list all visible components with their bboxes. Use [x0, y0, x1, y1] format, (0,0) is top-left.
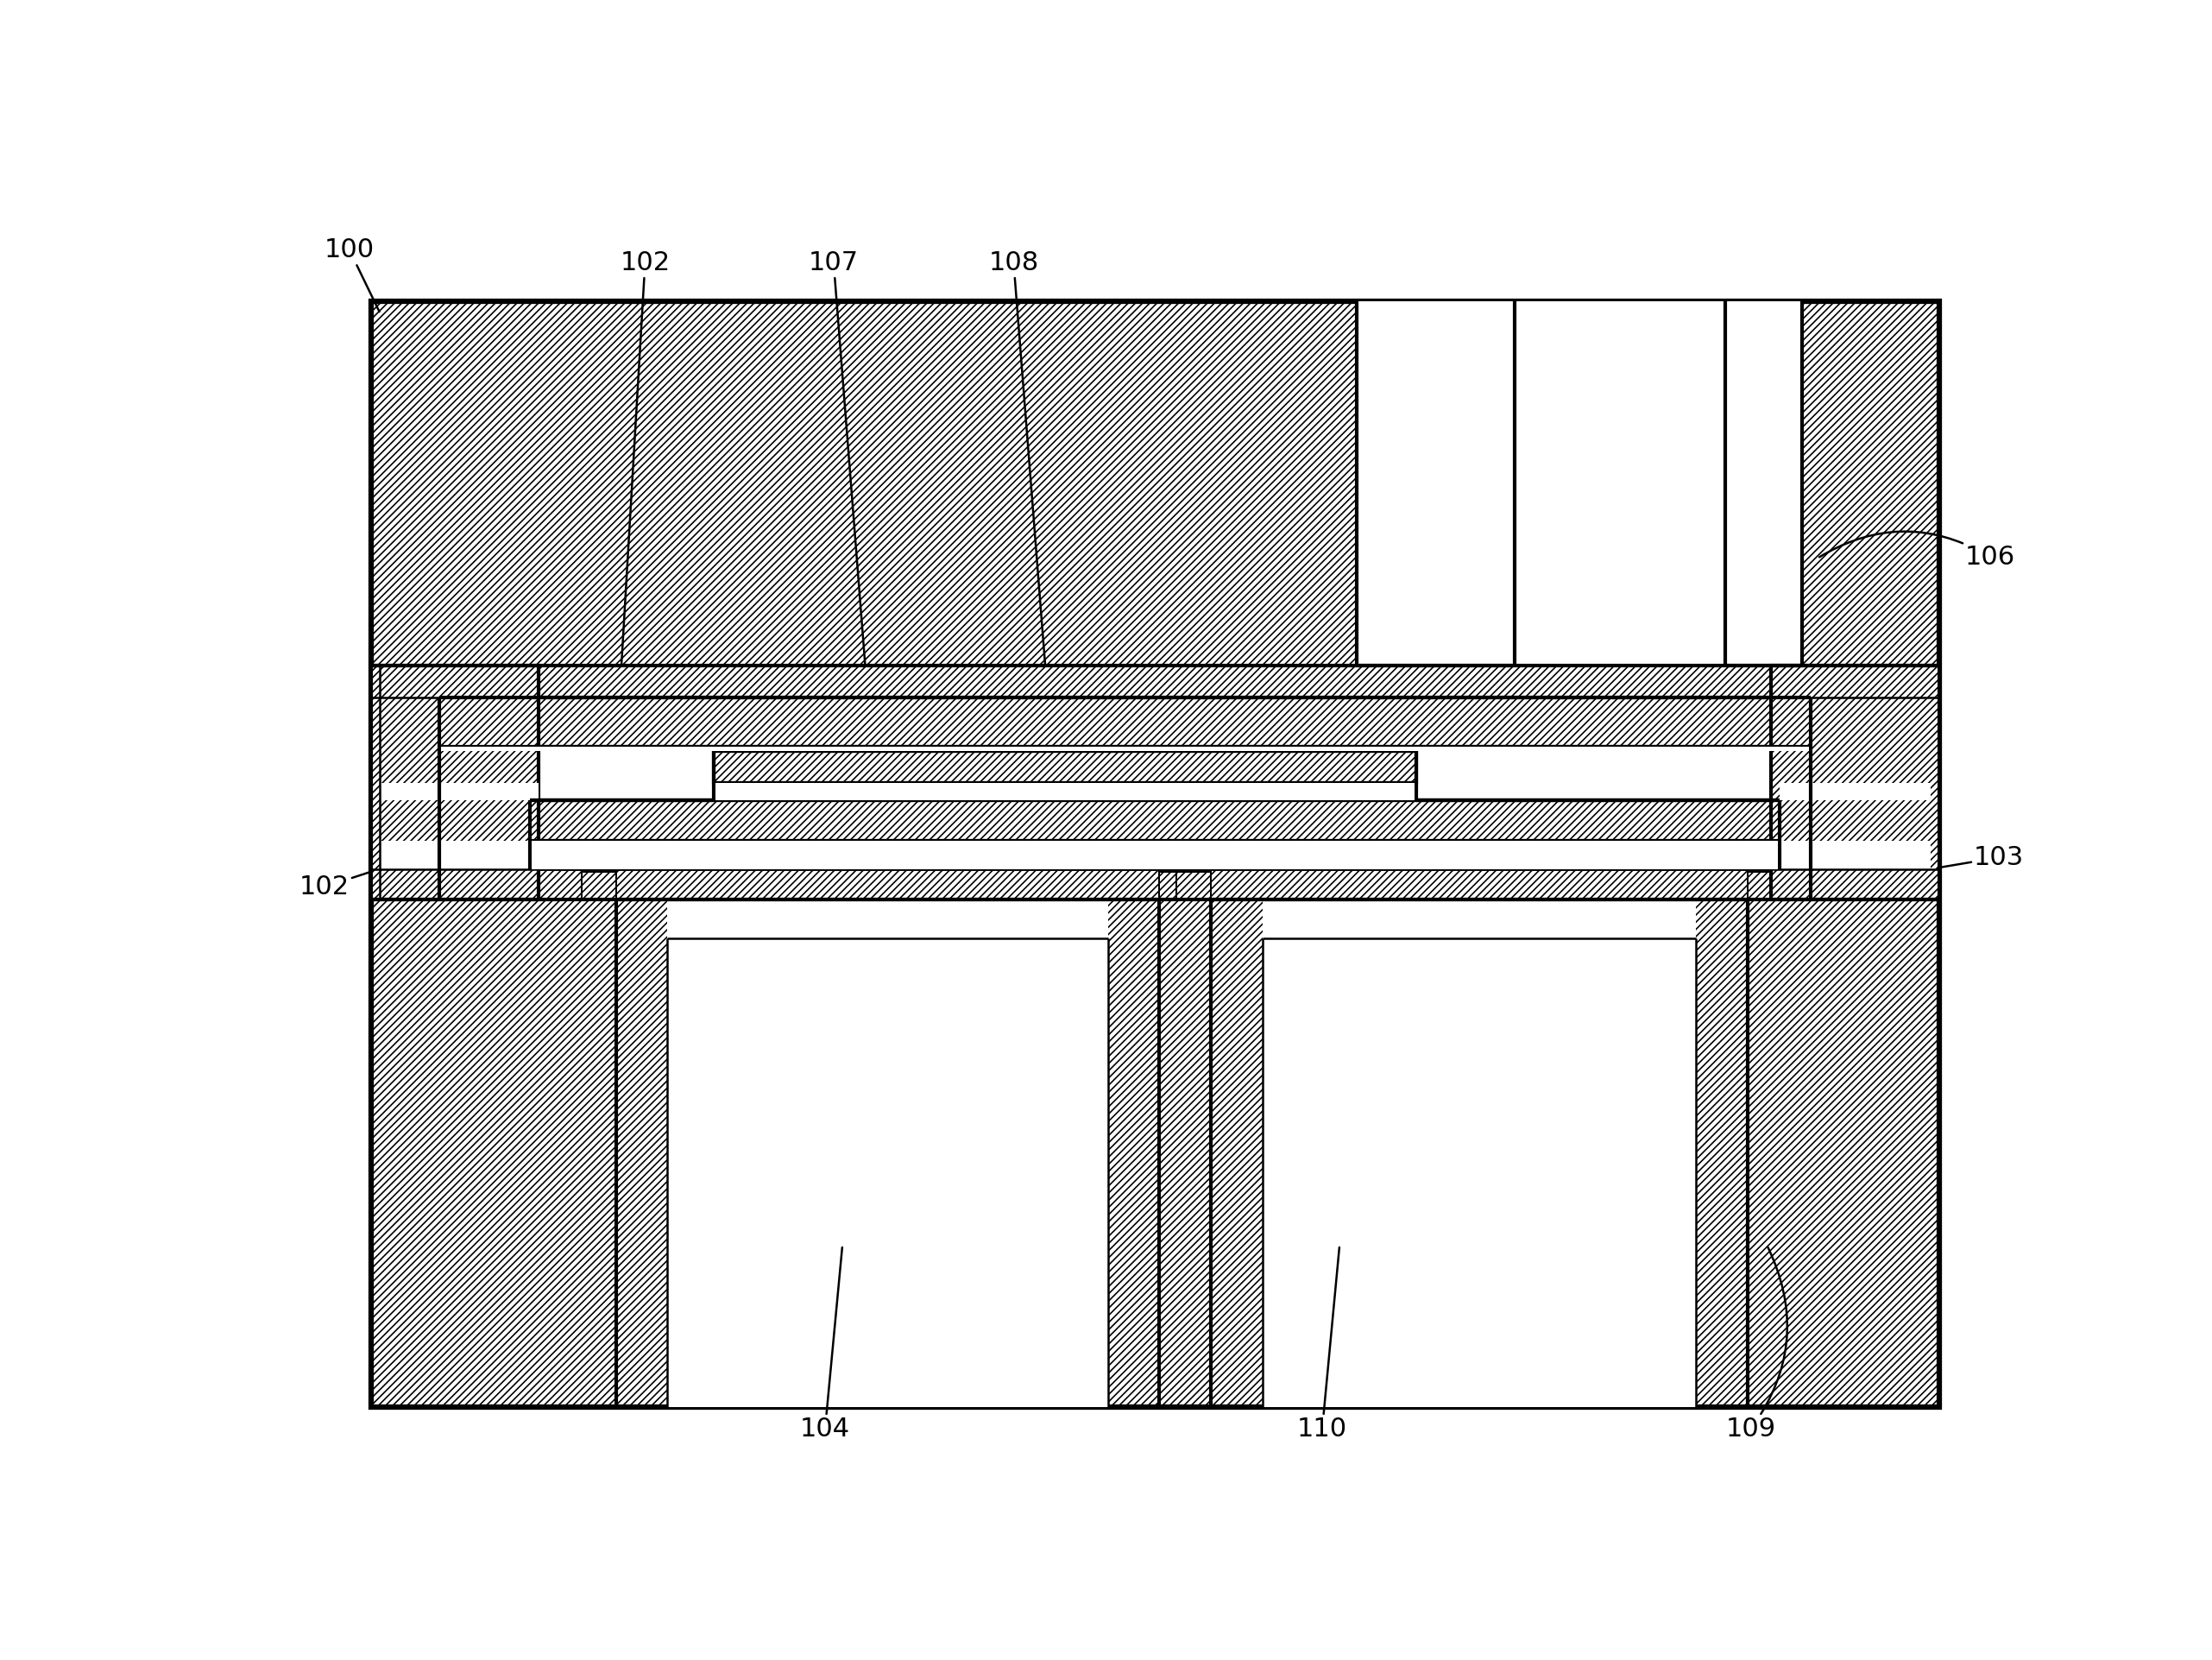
Bar	[1314, 906, 1644, 1408]
Bar	[380, 784, 540, 800]
Bar	[1781, 784, 1931, 800]
Text: 100: 100	[325, 237, 380, 312]
Bar	[372, 697, 1940, 868]
Bar	[1725, 302, 1803, 666]
Bar	[1177, 872, 1210, 900]
Bar	[372, 868, 1940, 900]
Bar	[668, 900, 1108, 1408]
Text: 109: 109	[1725, 1247, 1787, 1441]
Bar	[440, 747, 1809, 752]
Bar	[531, 842, 1778, 868]
Bar	[1159, 872, 1194, 900]
Bar	[714, 752, 1416, 784]
Text: 103: 103	[1931, 845, 2024, 870]
Bar	[1747, 872, 1781, 900]
Bar	[1356, 302, 1515, 666]
Bar	[1772, 666, 1940, 900]
Bar	[440, 697, 1812, 747]
Text: 107: 107	[810, 251, 867, 701]
Bar	[719, 906, 1057, 1408]
Bar	[372, 302, 1940, 1408]
Bar	[380, 842, 540, 868]
Text: 108: 108	[989, 251, 1048, 701]
Text: 101: 101	[1091, 752, 1141, 825]
Text: 102: 102	[299, 868, 380, 900]
Text: 106: 106	[1818, 531, 2015, 569]
Bar	[1515, 302, 1725, 666]
Bar	[582, 872, 615, 900]
Text: 105: 105	[1082, 752, 1141, 793]
Bar	[531, 800, 1781, 842]
Bar	[372, 666, 1940, 697]
Bar	[372, 666, 540, 900]
Bar	[714, 784, 1416, 800]
Text: 102: 102	[619, 251, 670, 701]
Text: 104: 104	[801, 1247, 849, 1441]
Bar	[531, 697, 1781, 868]
Bar	[1781, 842, 1931, 868]
Text: 110: 110	[1296, 1247, 1347, 1441]
Bar	[1263, 900, 1697, 1408]
